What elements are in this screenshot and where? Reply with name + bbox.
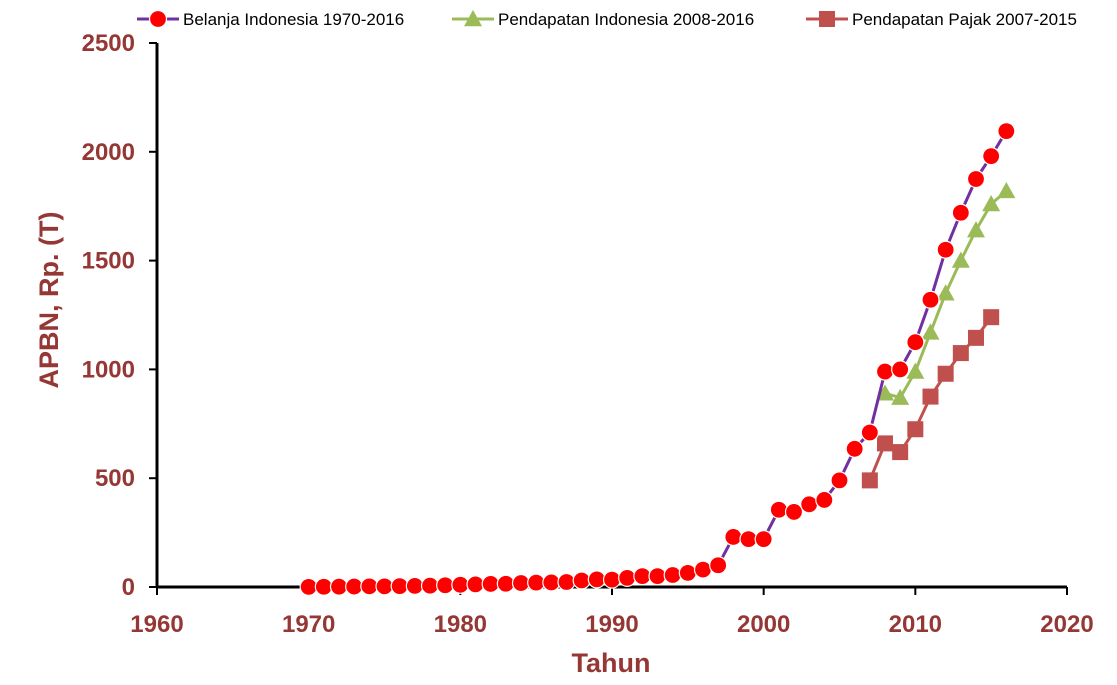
legend-marker [819, 11, 835, 27]
data-point [875, 362, 895, 381]
x-tick-label: 2000 [737, 611, 790, 638]
data-point [845, 439, 864, 458]
legend-item-2: Pendapatan Indonesia 2008-2016 [452, 10, 754, 29]
x-tick-label: 1960 [130, 611, 183, 638]
data-point [921, 323, 940, 340]
data-point [375, 577, 394, 596]
data-point [800, 495, 819, 514]
data-point [511, 573, 531, 593]
data-point [648, 567, 667, 586]
chart-legend: Belanja Indonesia 1970-2016 Pendapatan In… [137, 9, 1077, 29]
y-tick-label: 1500 [82, 248, 135, 275]
data-point [936, 240, 955, 259]
series-2 [876, 181, 1016, 405]
x-tick-label: 2010 [889, 611, 942, 638]
y-tick-label: 1000 [82, 356, 135, 383]
data-point [907, 421, 924, 438]
data-point [967, 221, 985, 238]
data-point [390, 577, 409, 596]
legend-label: Pendapatan Indonesia 2008-2016 [498, 10, 754, 29]
x-tick-label: 1980 [434, 611, 487, 638]
data-point [314, 577, 333, 596]
data-point [921, 290, 940, 309]
data-point [724, 527, 743, 547]
data-point [769, 500, 788, 519]
data-point [481, 574, 500, 594]
legend-marker [148, 9, 168, 29]
data-point [861, 472, 878, 489]
data-point [709, 556, 728, 575]
data-point [542, 573, 561, 592]
data-point [739, 530, 758, 549]
data-point [299, 577, 318, 596]
y-tick-label: 2000 [82, 139, 135, 166]
y-tick-label: 0 [122, 574, 135, 601]
data-point [527, 573, 546, 592]
data-point [860, 423, 879, 442]
legend-item-1: Belanja Indonesia 1970-2016 [137, 9, 404, 29]
data-point [952, 345, 969, 362]
data-point [618, 568, 637, 587]
legend-label: Pendapatan Pajak 2007-2015 [852, 10, 1077, 29]
data-point [937, 365, 954, 382]
series-1 [299, 122, 1016, 596]
data-point [405, 576, 424, 596]
x-axis-title: Tahun [572, 648, 651, 678]
data-point [951, 203, 970, 222]
data-point [678, 563, 697, 582]
y-tick-label: 2500 [82, 30, 135, 57]
series-line [308, 130, 1008, 589]
data-point [754, 530, 773, 549]
data-point [329, 577, 349, 596]
data-point [936, 284, 955, 301]
data-point [892, 444, 909, 461]
data-point [876, 384, 894, 401]
data-point [784, 502, 804, 522]
x-tick-label: 1970 [282, 611, 335, 638]
data-point [983, 309, 1000, 326]
series-3 [861, 309, 1000, 489]
legend-label: Belanja Indonesia 1970-2016 [183, 10, 404, 29]
x-tick-label: 1990 [585, 611, 638, 638]
data-point [830, 471, 849, 490]
data-point [951, 251, 970, 268]
data-point [877, 435, 893, 452]
data-point [982, 147, 1001, 166]
data-point [891, 388, 910, 405]
data-point [602, 570, 622, 589]
data-point [587, 570, 606, 589]
legend-item-3: Pendapatan Pajak 2007-2015 [806, 10, 1077, 29]
data-point [496, 574, 515, 593]
y-tick-label: 500 [95, 465, 135, 492]
data-point [982, 195, 1001, 212]
data-point [557, 572, 576, 592]
data-point [345, 577, 364, 596]
data-point [633, 567, 652, 586]
data-point [572, 571, 591, 590]
data-point [420, 576, 440, 595]
data-point [663, 565, 682, 585]
x-tick-label: 2020 [1040, 611, 1093, 638]
data-point [997, 181, 1016, 199]
legend-marker [464, 10, 482, 27]
data-point [968, 329, 984, 346]
y-axis-title: APBN, Rp. (T) [34, 212, 64, 389]
data-point [997, 122, 1016, 141]
data-point [906, 362, 925, 379]
data-point [906, 333, 925, 352]
data-point [466, 575, 485, 594]
data-point [693, 560, 713, 579]
data-point [436, 576, 455, 595]
data-point [922, 388, 939, 405]
data-point [966, 169, 986, 189]
data-point [815, 490, 834, 510]
chart-series [299, 122, 1016, 596]
data-point [451, 575, 470, 594]
chart-axes: 0 500 1000 1500 2000 2500 1960 1970 1980 1990 2000… [82, 30, 1094, 638]
data-point [891, 360, 910, 379]
data-point [360, 577, 379, 596]
